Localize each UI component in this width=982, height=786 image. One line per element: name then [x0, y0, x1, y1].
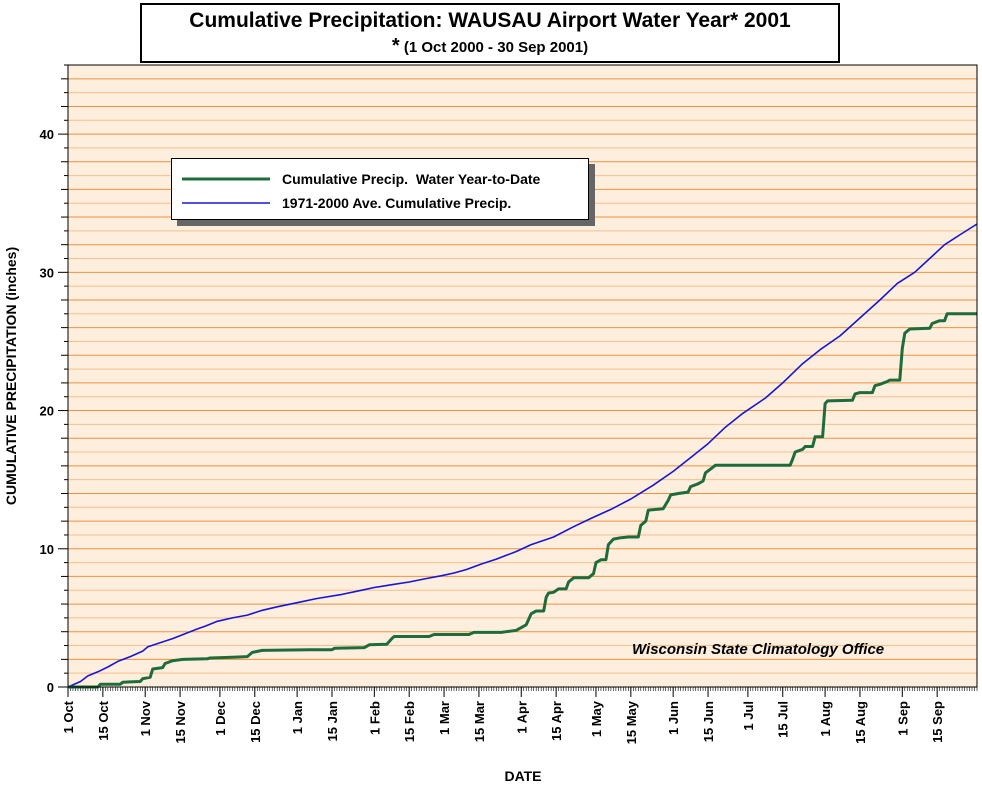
legend-swatch-actual — [182, 177, 270, 181]
y-tick-label: 10 — [40, 542, 54, 557]
x-tick-label: 15 Dec — [248, 701, 263, 743]
x-tick-label: 15 Sep — [930, 701, 945, 743]
series-lines — [67, 223, 978, 689]
x-tick-label: 15 Nov — [173, 700, 188, 743]
x-tick-label: 15 Feb — [402, 701, 417, 742]
chart-title: Cumulative Precipitation: WAUSAU Airport… — [189, 9, 791, 32]
x-tick-label: 1 Aug — [818, 701, 833, 737]
y-axis-title: CUMULATIVE PRECIPITATION (inches) — [3, 247, 19, 505]
legend-swatch-average — [182, 202, 270, 204]
y-axis: 0 10 20 30 40 — [40, 64, 68, 695]
x-tick-label: 1 Feb — [367, 701, 382, 735]
chart-subtitle: * (1 Oct 2000 - 30 Sep 2001) — [142, 35, 838, 58]
x-axis-title: DATE — [504, 768, 541, 784]
y-tick-label: 40 — [40, 127, 54, 142]
x-tick-label: 1 Oct — [61, 700, 76, 733]
x-tick-label: 1 Jul — [741, 701, 756, 731]
x-tick-label: 15 Jun — [701, 701, 716, 742]
series-line-average — [67, 223, 978, 688]
x-tick-label: 15 May — [624, 700, 639, 744]
series-line-actual — [68, 312, 977, 689]
x-tick-label: 15 Mar — [472, 701, 487, 742]
chart-title-box: Cumulative Precipitation: WAUSAU Airport… — [140, 3, 840, 63]
plot-frame — [67, 64, 978, 688]
x-tick-label: 15 Jul — [776, 701, 791, 738]
chart-subtitle-text: (1 Oct 2000 - 30 Sep 2001) — [403, 39, 589, 56]
x-tick-label: 1 Sep — [895, 701, 910, 736]
credit-text: Wisconsin State Climatology Office — [632, 641, 885, 658]
legend-item-average: 1971-2000 Ave. Cumulative Precip. — [182, 193, 511, 213]
x-tick-label: 1 Dec — [213, 701, 228, 736]
legend-label-actual: Cumulative Precip. Water Year-to-Date — [282, 171, 541, 187]
legend: Cumulative Precip. Water Year-to-Date 19… — [171, 158, 589, 220]
asterisk: * — [391, 35, 400, 57]
x-tick-label: 15 Apr — [549, 701, 564, 741]
y-tick-label: 0 — [47, 680, 54, 695]
x-tick-label: 1 Jan — [290, 701, 305, 734]
x-tick-label: 15 Jan — [325, 701, 340, 742]
legend-item-actual: Cumulative Precip. Water Year-to-Date — [182, 169, 540, 189]
x-tick-label: 1 Mar — [437, 701, 452, 735]
x-tick-label: 1 May — [589, 700, 604, 737]
legend-label-average: 1971-2000 Ave. Cumulative Precip. — [282, 195, 512, 211]
x-tick-label: 1 Nov — [138, 700, 153, 736]
x-tick-label: 1 Jun — [666, 701, 681, 735]
y-tick-label: 30 — [40, 265, 54, 280]
x-tick-label: 15 Aug — [853, 701, 868, 744]
y-tick-label: 20 — [40, 404, 54, 419]
x-tick-label: 15 Oct — [96, 700, 111, 740]
x-axis: 1 Oct 15 Oct 1 Nov 15 Nov 1 Dec 15 Dec 1 Jan 15… — [61, 687, 978, 744]
x-tick-label: 1 Apr — [514, 701, 529, 734]
